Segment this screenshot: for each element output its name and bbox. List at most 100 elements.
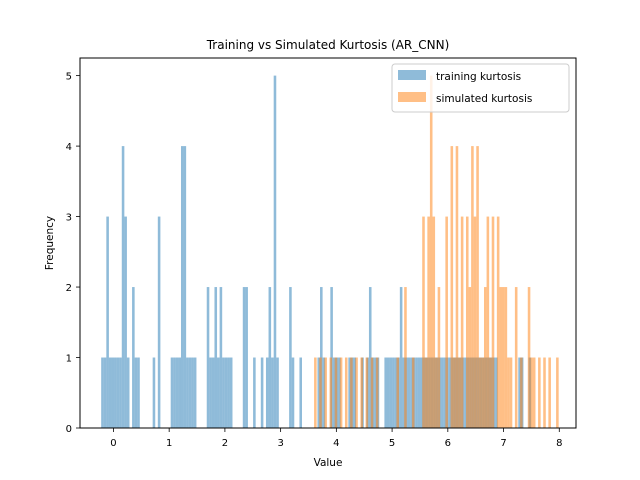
training-bar: [410, 357, 413, 428]
simulated-bar: [556, 357, 559, 428]
training-bar: [441, 357, 444, 428]
training-bar: [394, 357, 398, 428]
training-bar: [134, 357, 138, 428]
simulated-bar: [468, 287, 472, 428]
simulated-bar: [548, 357, 551, 428]
simulated-bar: [486, 216, 490, 428]
training-bar: [224, 357, 228, 428]
simulated-bar: [427, 216, 430, 428]
x-tick-label: 2: [222, 438, 228, 449]
simulated-bar: [314, 357, 317, 428]
training-bar: [417, 357, 421, 428]
training-bar: [268, 287, 272, 428]
training-bar: [108, 357, 112, 428]
y-axis-ticks: 0 1 2 3 4 5: [66, 72, 80, 435]
simulated-bar: [496, 216, 500, 428]
training-bar: [193, 357, 197, 428]
simulated-bar: [502, 287, 505, 428]
x-tick-label: 5: [389, 438, 395, 449]
legend-swatch-simulated: [398, 92, 426, 102]
training-bar: [188, 357, 192, 428]
training-bar: [114, 357, 117, 428]
training-bar: [420, 357, 424, 428]
simulated-bar: [520, 357, 523, 428]
simulated-bar: [530, 357, 533, 428]
simulated-bar: [471, 146, 474, 428]
simulated-bar: [437, 287, 441, 428]
simulated-bar: [532, 357, 536, 428]
training-bar: [415, 357, 418, 428]
simulated-bar: [411, 357, 415, 428]
simulated-bar: [344, 357, 348, 428]
simulated-bar: [450, 146, 454, 428]
training-bar: [289, 287, 292, 428]
simulated-bar: [396, 357, 400, 428]
x-tick-label: 6: [445, 438, 451, 449]
training-bar: [276, 357, 279, 428]
x-tick-label: 1: [166, 438, 172, 449]
simulated-bar: [543, 357, 546, 428]
simulated-bar: [453, 357, 456, 428]
y-axis-label: Frequency: [44, 216, 56, 270]
simulated-kurtosis-bars: [314, 75, 559, 429]
training-bar: [173, 357, 176, 428]
training-bar: [273, 75, 277, 429]
legend-label-training: training kurtosis: [436, 71, 521, 83]
legend-box: [391, 63, 570, 113]
x-tick-label: 3: [277, 438, 283, 449]
simulated-bar: [499, 287, 503, 428]
legend-label-simulated: simulated kurtosis: [436, 93, 532, 105]
training-bar: [132, 287, 135, 428]
training-bar: [291, 357, 295, 428]
training-bar: [402, 357, 405, 428]
simulated-bar: [507, 357, 510, 428]
simulated-bar: [350, 357, 353, 428]
training-bar: [119, 357, 122, 428]
simulated-bar: [484, 287, 487, 428]
legend-swatch-training: [398, 70, 426, 80]
y-tick-label: 5: [66, 72, 72, 83]
simulated-bar: [424, 357, 428, 428]
simulated-bar: [339, 357, 343, 428]
y-tick-label: 1: [66, 354, 72, 365]
simulated-bar: [432, 216, 436, 428]
simulated-bar: [435, 357, 438, 428]
training-bar: [209, 357, 212, 428]
training-bar: [332, 357, 336, 428]
training-bar: [384, 357, 387, 428]
training-bar: [180, 146, 184, 428]
training-bar: [495, 357, 498, 428]
legend: training kurtosis simulated kurtosis: [391, 63, 570, 113]
training-bar: [392, 357, 395, 428]
training-bar: [111, 357, 115, 428]
training-bar: [137, 357, 140, 428]
simulated-bar: [489, 357, 492, 428]
simulated-bar: [514, 287, 518, 428]
training-bar: [101, 357, 104, 428]
simulated-bar: [445, 216, 448, 428]
training-bar: [265, 357, 269, 428]
simulated-bar: [504, 287, 508, 428]
simulated-bar: [473, 216, 477, 428]
training-bar: [217, 357, 220, 428]
y-tick-label: 3: [66, 213, 72, 224]
simulated-bar: [460, 216, 464, 428]
simulated-bar: [481, 357, 484, 428]
training-bar: [389, 357, 393, 428]
simulated-bar: [478, 357, 482, 428]
simulated-bar: [334, 357, 338, 428]
training-bar: [229, 357, 233, 428]
training-bar: [106, 216, 109, 428]
simulated-bar: [355, 357, 358, 428]
training-bar: [399, 287, 403, 428]
simulated-bar: [319, 357, 322, 428]
simulated-bar: [455, 146, 459, 428]
simulated-bar: [370, 357, 374, 428]
training-bar: [227, 357, 230, 428]
training-bar: [183, 146, 187, 428]
training-bar: [374, 357, 377, 428]
simulated-bar: [360, 357, 363, 428]
training-bar: [126, 357, 130, 428]
training-bar: [407, 357, 411, 428]
